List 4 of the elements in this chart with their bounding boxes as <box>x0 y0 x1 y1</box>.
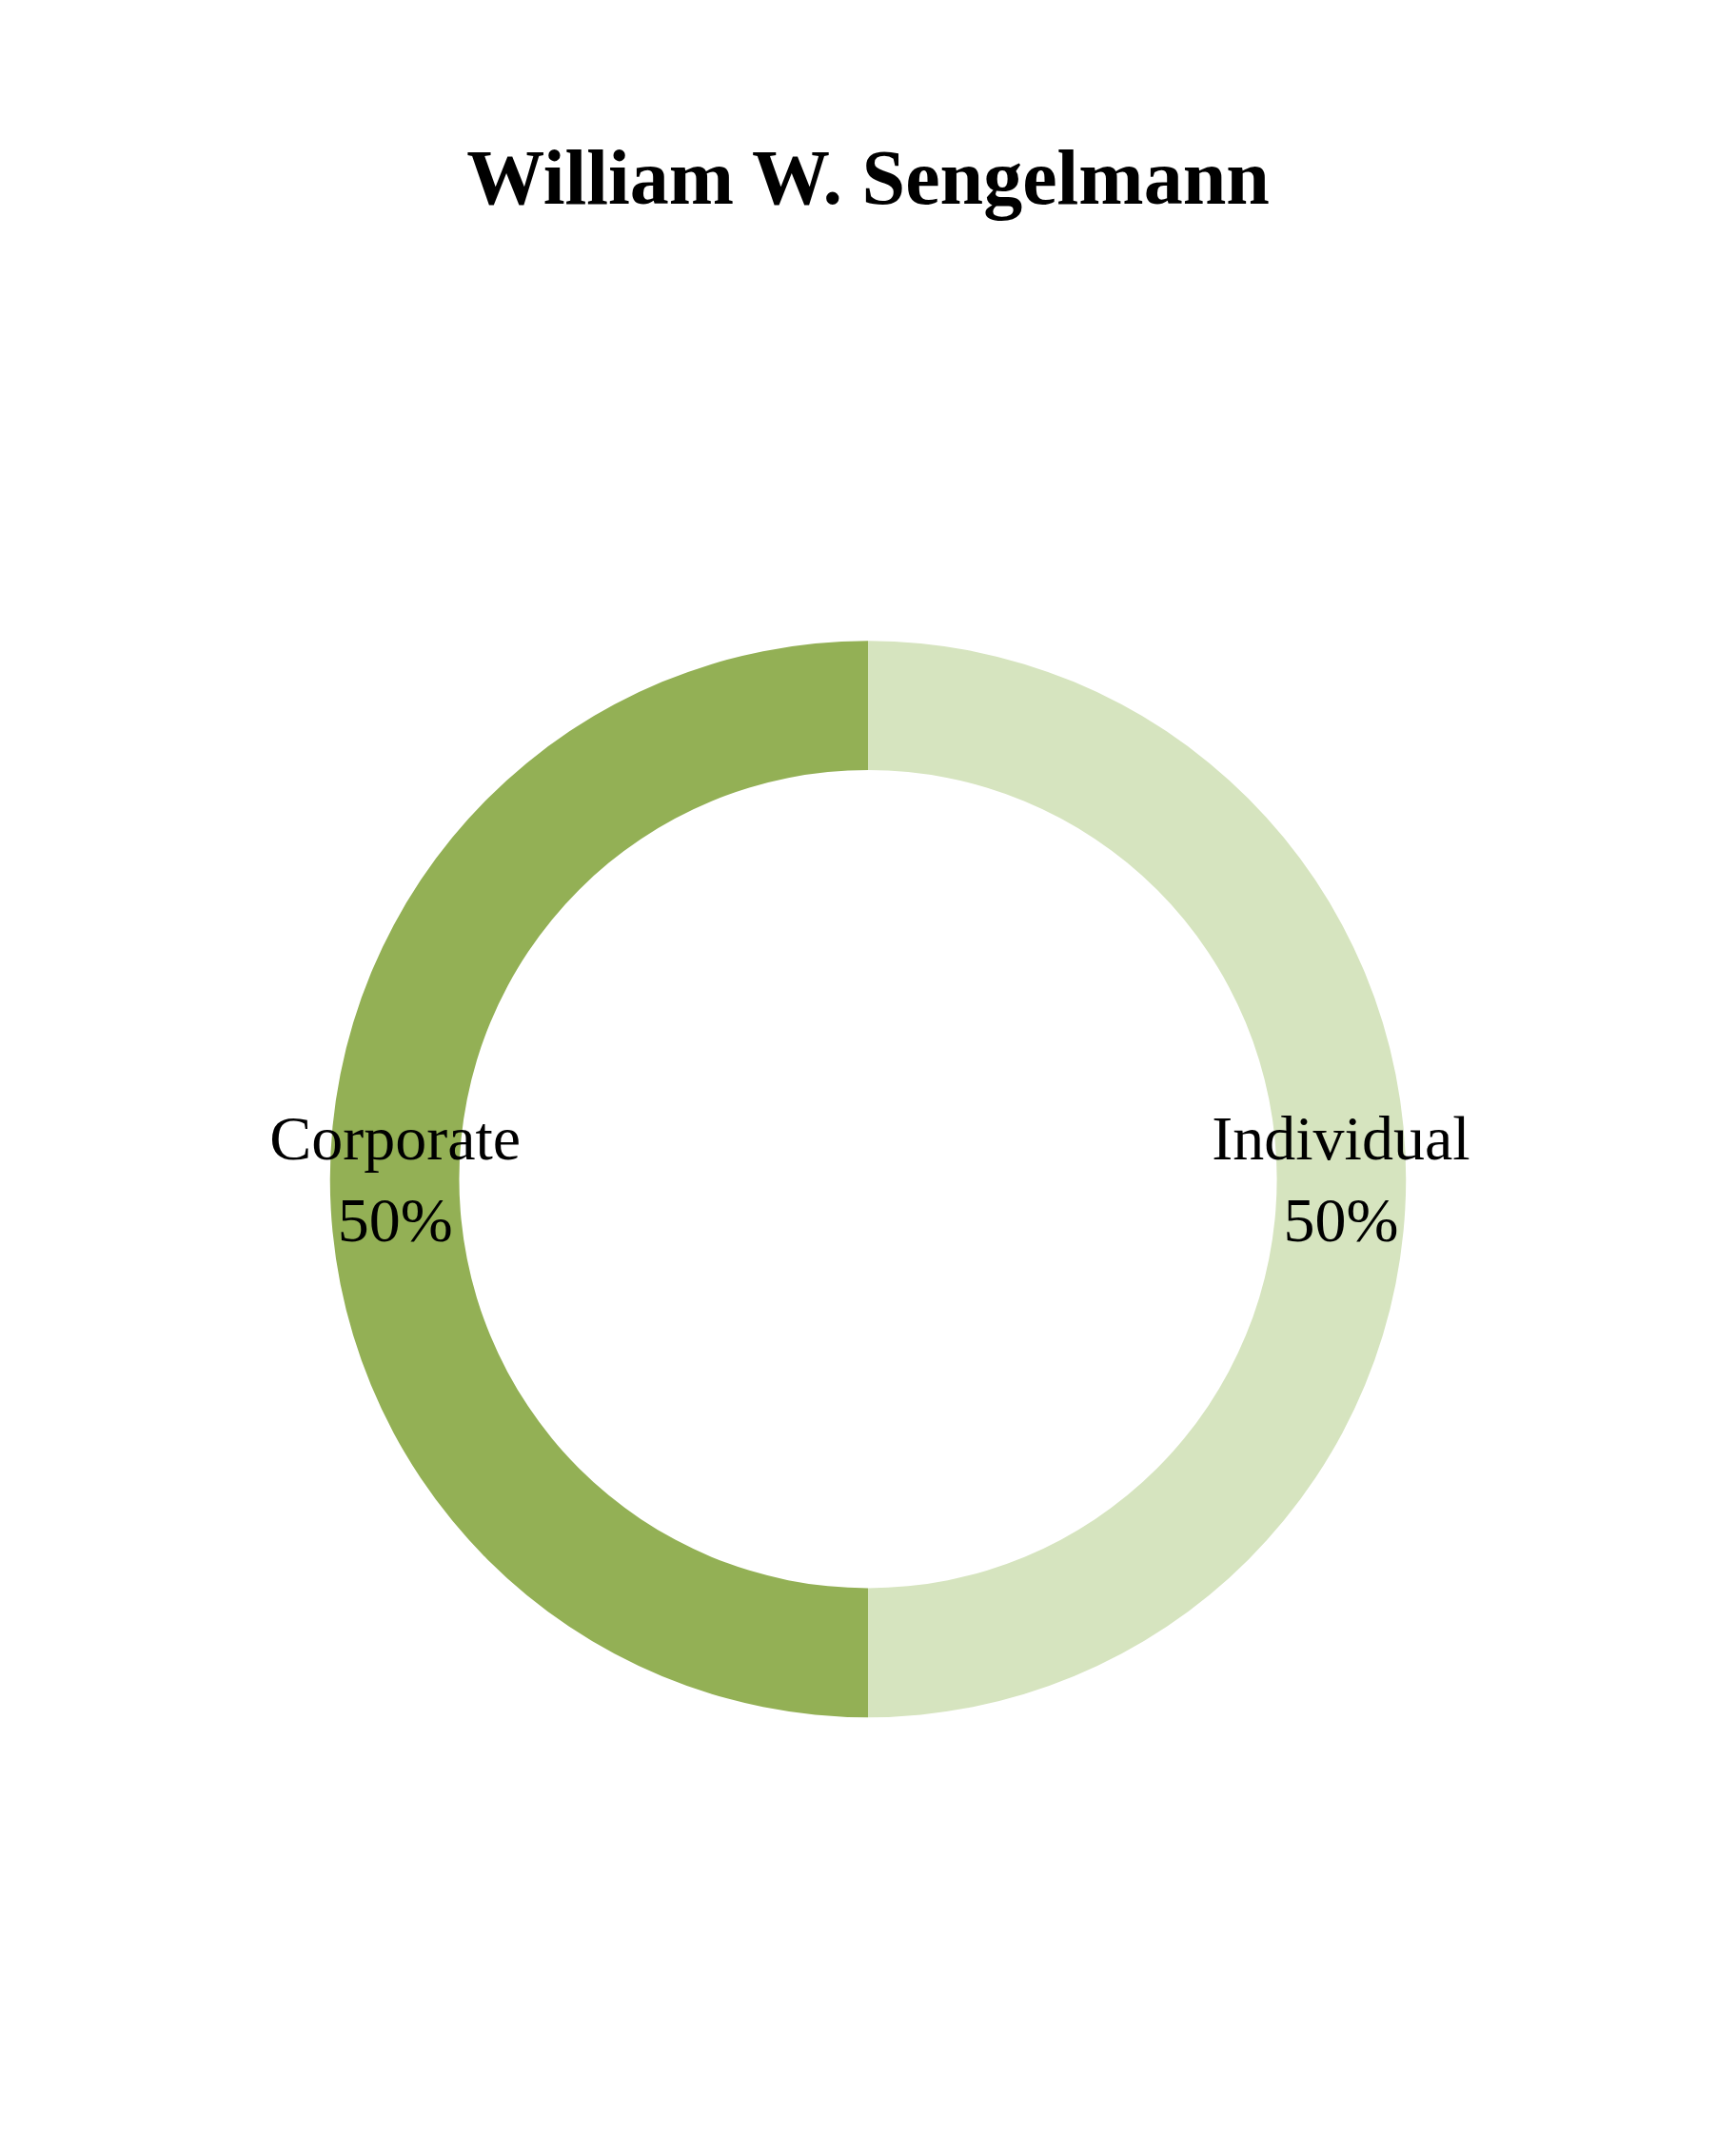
data-label: 50% <box>1283 1185 1399 1256</box>
chart-title: William W. Sengelmann <box>466 133 1270 221</box>
slice-label: Individual <box>1212 1103 1470 1174</box>
data-label: 50% <box>337 1185 453 1256</box>
